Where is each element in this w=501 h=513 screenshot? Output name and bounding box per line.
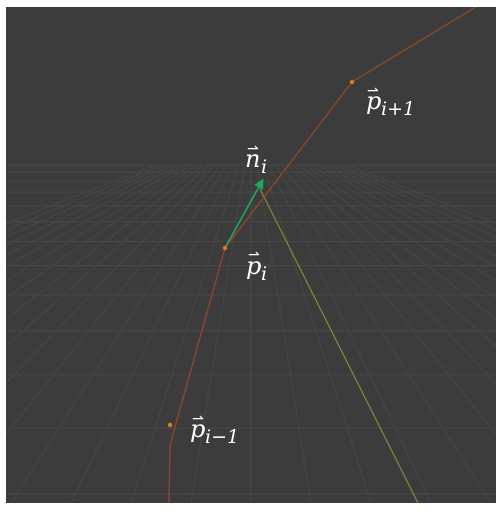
svg-text:n: n bbox=[245, 145, 260, 173]
grid-line-depth bbox=[6, 164, 192, 282]
grid-line-depth bbox=[130, 164, 240, 503]
vertex-p-prev bbox=[167, 422, 173, 428]
svg-text:⇀: ⇀ bbox=[192, 411, 204, 427]
3d-viewport: ⇀ p i+1 ⇀ n i ⇀ p i ⇀ p i−1 bbox=[6, 7, 496, 503]
axis-line bbox=[259, 188, 419, 503]
svg-text:p: p bbox=[366, 87, 381, 115]
label-p-next: ⇀ p i+1 bbox=[366, 83, 415, 120]
grid-line-depth bbox=[298, 164, 496, 320]
label-p-prev: ⇀ p i−1 bbox=[190, 411, 239, 448]
svg-text:i: i bbox=[261, 263, 267, 285]
grid-line-depth bbox=[6, 164, 186, 268]
grid-line-depth bbox=[190, 164, 246, 503]
svg-text:i+1: i+1 bbox=[381, 98, 415, 120]
grid-line-depth bbox=[6, 164, 204, 320]
grid-line-depth bbox=[6, 164, 198, 299]
grid-line-depth bbox=[6, 164, 174, 246]
grid-line-depth bbox=[280, 164, 496, 435]
grid-line-depth bbox=[6, 164, 216, 384]
normal-vector-arrow bbox=[224, 178, 264, 249]
svg-text:i−1: i−1 bbox=[205, 426, 239, 448]
grid-line-depth bbox=[262, 164, 372, 503]
grid-line-depth bbox=[6, 164, 210, 348]
label-p-i: ⇀ p i bbox=[246, 247, 267, 285]
grid-line-depth bbox=[286, 164, 496, 384]
grid-line-depth bbox=[346, 164, 496, 224]
grid-line-depth bbox=[340, 164, 496, 231]
grid-line-depth bbox=[268, 164, 432, 503]
vertex-p-i bbox=[222, 245, 228, 251]
svg-text:⇀: ⇀ bbox=[248, 247, 260, 263]
grid-line-depth bbox=[328, 164, 496, 246]
grid-line-depth bbox=[6, 164, 162, 231]
svg-text:i: i bbox=[261, 156, 267, 178]
grid-line-depth bbox=[6, 164, 156, 224]
scene-canvas: ⇀ p i+1 ⇀ n i ⇀ p i ⇀ p i−1 bbox=[6, 7, 496, 503]
grid-line-depth bbox=[304, 164, 496, 299]
grid-line-depth bbox=[316, 164, 496, 268]
grid-line-depth bbox=[292, 164, 496, 348]
svg-text:p: p bbox=[190, 415, 205, 443]
grid-line-depth bbox=[6, 164, 180, 256]
grid-line-depth bbox=[310, 164, 496, 282]
vertex-p-next bbox=[349, 79, 355, 85]
ground-grid bbox=[6, 164, 496, 503]
svg-text:p: p bbox=[246, 252, 261, 280]
grid-line-depth bbox=[322, 164, 496, 256]
grid-line-depth bbox=[6, 164, 222, 435]
grid-line-depth bbox=[6, 164, 168, 238]
grid-line-depth bbox=[256, 164, 312, 503]
label-n-i: ⇀ n i bbox=[245, 141, 267, 178]
grid-line-depth bbox=[334, 164, 496, 238]
grid-line-depth bbox=[70, 164, 234, 503]
grid-line-depth bbox=[274, 164, 492, 503]
svg-text:⇀: ⇀ bbox=[247, 141, 259, 157]
svg-text:⇀: ⇀ bbox=[367, 83, 379, 99]
grid-line-depth bbox=[10, 164, 228, 503]
